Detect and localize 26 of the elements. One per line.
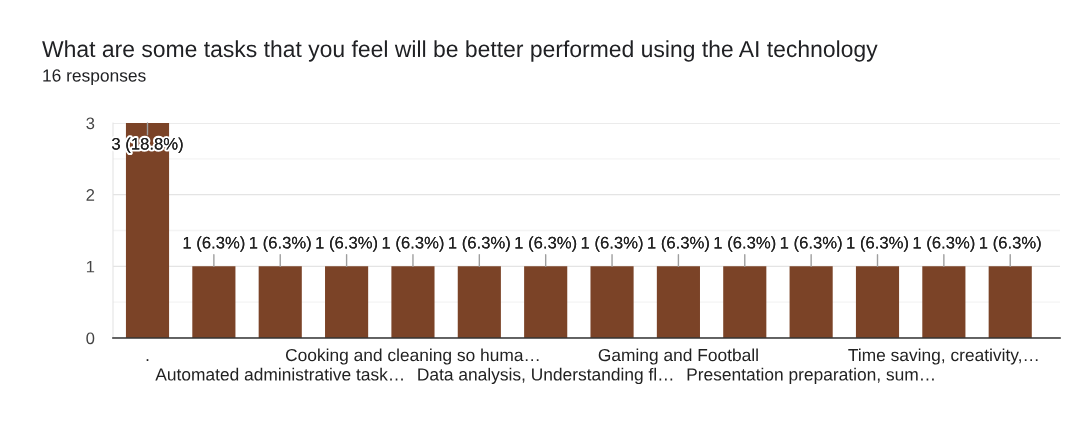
data-label: 1 (6.3%) bbox=[714, 236, 776, 252]
data-label: 1 (6.3%) bbox=[980, 236, 1041, 252]
data-label: 1 (6.3%) bbox=[316, 236, 378, 252]
data-label: 1 (6.3%) bbox=[847, 236, 908, 252]
x-tick-label: Gaming and Football bbox=[598, 348, 758, 365]
chart-subtitle: 16 responses bbox=[43, 69, 146, 86]
x-tick-label: Time saving, creativity,… bbox=[848, 348, 1038, 365]
x-tick-label: . bbox=[146, 359, 149, 361]
data-label: 1 (6.3%) bbox=[183, 236, 245, 252]
data-label: 1 (6.3%) bbox=[648, 236, 709, 252]
data-label: 1 (6.3%) bbox=[780, 236, 842, 252]
y-tick-label: 2 bbox=[86, 189, 95, 201]
y-tick-label: 3 bbox=[86, 117, 95, 130]
data-label: 1 (6.3%) bbox=[250, 236, 311, 252]
x-tick-label: Cooking and cleaning so huma… bbox=[285, 348, 539, 365]
data-label: 1 (6.3%) bbox=[515, 236, 577, 252]
x-tick-label: Data analysis, Understanding fl… bbox=[418, 367, 673, 385]
data-label: 1 (6.3%) bbox=[581, 236, 643, 252]
chart-title: What are some tasks that you feel will be better performed using the AI technology bbox=[42, 40, 878, 62]
x-tick-label: Presentation preparation, sum… bbox=[687, 367, 934, 385]
x-tick-label: Automated administrative task… bbox=[155, 367, 403, 381]
y-tick-label: 0 bbox=[86, 332, 95, 345]
data-label: 1 (6.3%) bbox=[382, 236, 444, 252]
y-tick-label: 1 bbox=[86, 260, 95, 273]
data-label: 1 (6.3%) bbox=[449, 236, 510, 252]
data-label: 1 (6.3%) bbox=[913, 236, 975, 252]
